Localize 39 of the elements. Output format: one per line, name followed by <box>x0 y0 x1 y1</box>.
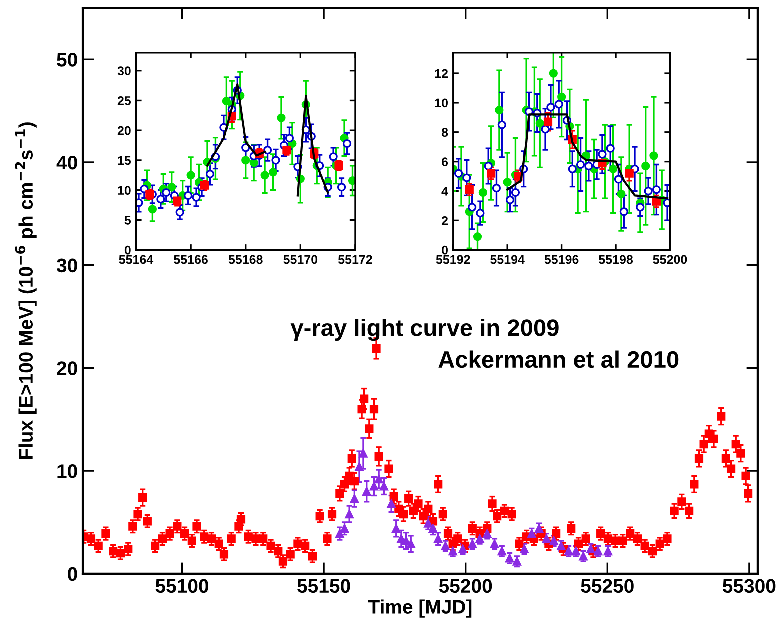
y-tick-label: 30 <box>56 258 78 273</box>
y-tick-label: 30 <box>118 66 131 76</box>
annotation: Ackermann et al 2010 <box>438 350 679 368</box>
y-tick-label: 0 <box>442 246 448 255</box>
y-tick-label: 10 <box>435 98 448 108</box>
x-tick-label: 55200 <box>439 579 492 594</box>
y-tick-label: 10 <box>58 464 78 478</box>
annotation: γ-ray light curve in 2009 <box>290 319 559 342</box>
y-tick-label: 0 <box>124 246 131 255</box>
y-tick-label: 15 <box>118 156 132 166</box>
y-tick-label: 5 <box>124 216 132 225</box>
x-tick-label: 55198 <box>599 255 634 264</box>
y-tick-label: 25 <box>118 96 132 106</box>
y-tick-label: 12 <box>435 69 448 78</box>
y-tick-label: 4 <box>442 187 448 196</box>
x-tick-label: 55170 <box>284 255 318 264</box>
x-tick-label: 55192 <box>436 255 470 264</box>
x-tick-label: 55194 <box>490 255 525 264</box>
x-tick-label: 55200 <box>653 255 688 264</box>
x-tick-label: 55196 <box>544 255 579 264</box>
x-tick-label: 55166 <box>174 255 208 264</box>
y-axis-title: Flux [E>100 MeV] (10$^{−6}$ ph cm$^{−2}$s$^{−1}$) <box>15 122 37 460</box>
x-tick-label: 55300 <box>723 579 776 594</box>
y-tick-label: 6 <box>442 158 448 166</box>
y-tick-label: 8 <box>442 128 448 138</box>
x-tick-label: 55100 <box>156 579 208 594</box>
y-tick-label: 2 <box>442 216 448 226</box>
x-tick-label: 55172 <box>338 255 372 264</box>
y-tick-label: 10 <box>118 186 131 196</box>
x-tick-label: 55250 <box>581 579 634 594</box>
x-tick-label: 55164 <box>119 255 154 264</box>
y-tick-label: 40 <box>56 156 78 170</box>
y-tick-label: 20 <box>118 126 131 136</box>
y-tick-label: 20 <box>57 362 78 376</box>
x-tick-label: 55150 <box>298 579 350 594</box>
y-tick-label: 0 <box>68 567 78 582</box>
x-tick-label: 55168 <box>228 255 263 264</box>
x-axis-title: Time [MJD] <box>368 600 472 618</box>
y-tick-label: 50 <box>57 53 78 67</box>
